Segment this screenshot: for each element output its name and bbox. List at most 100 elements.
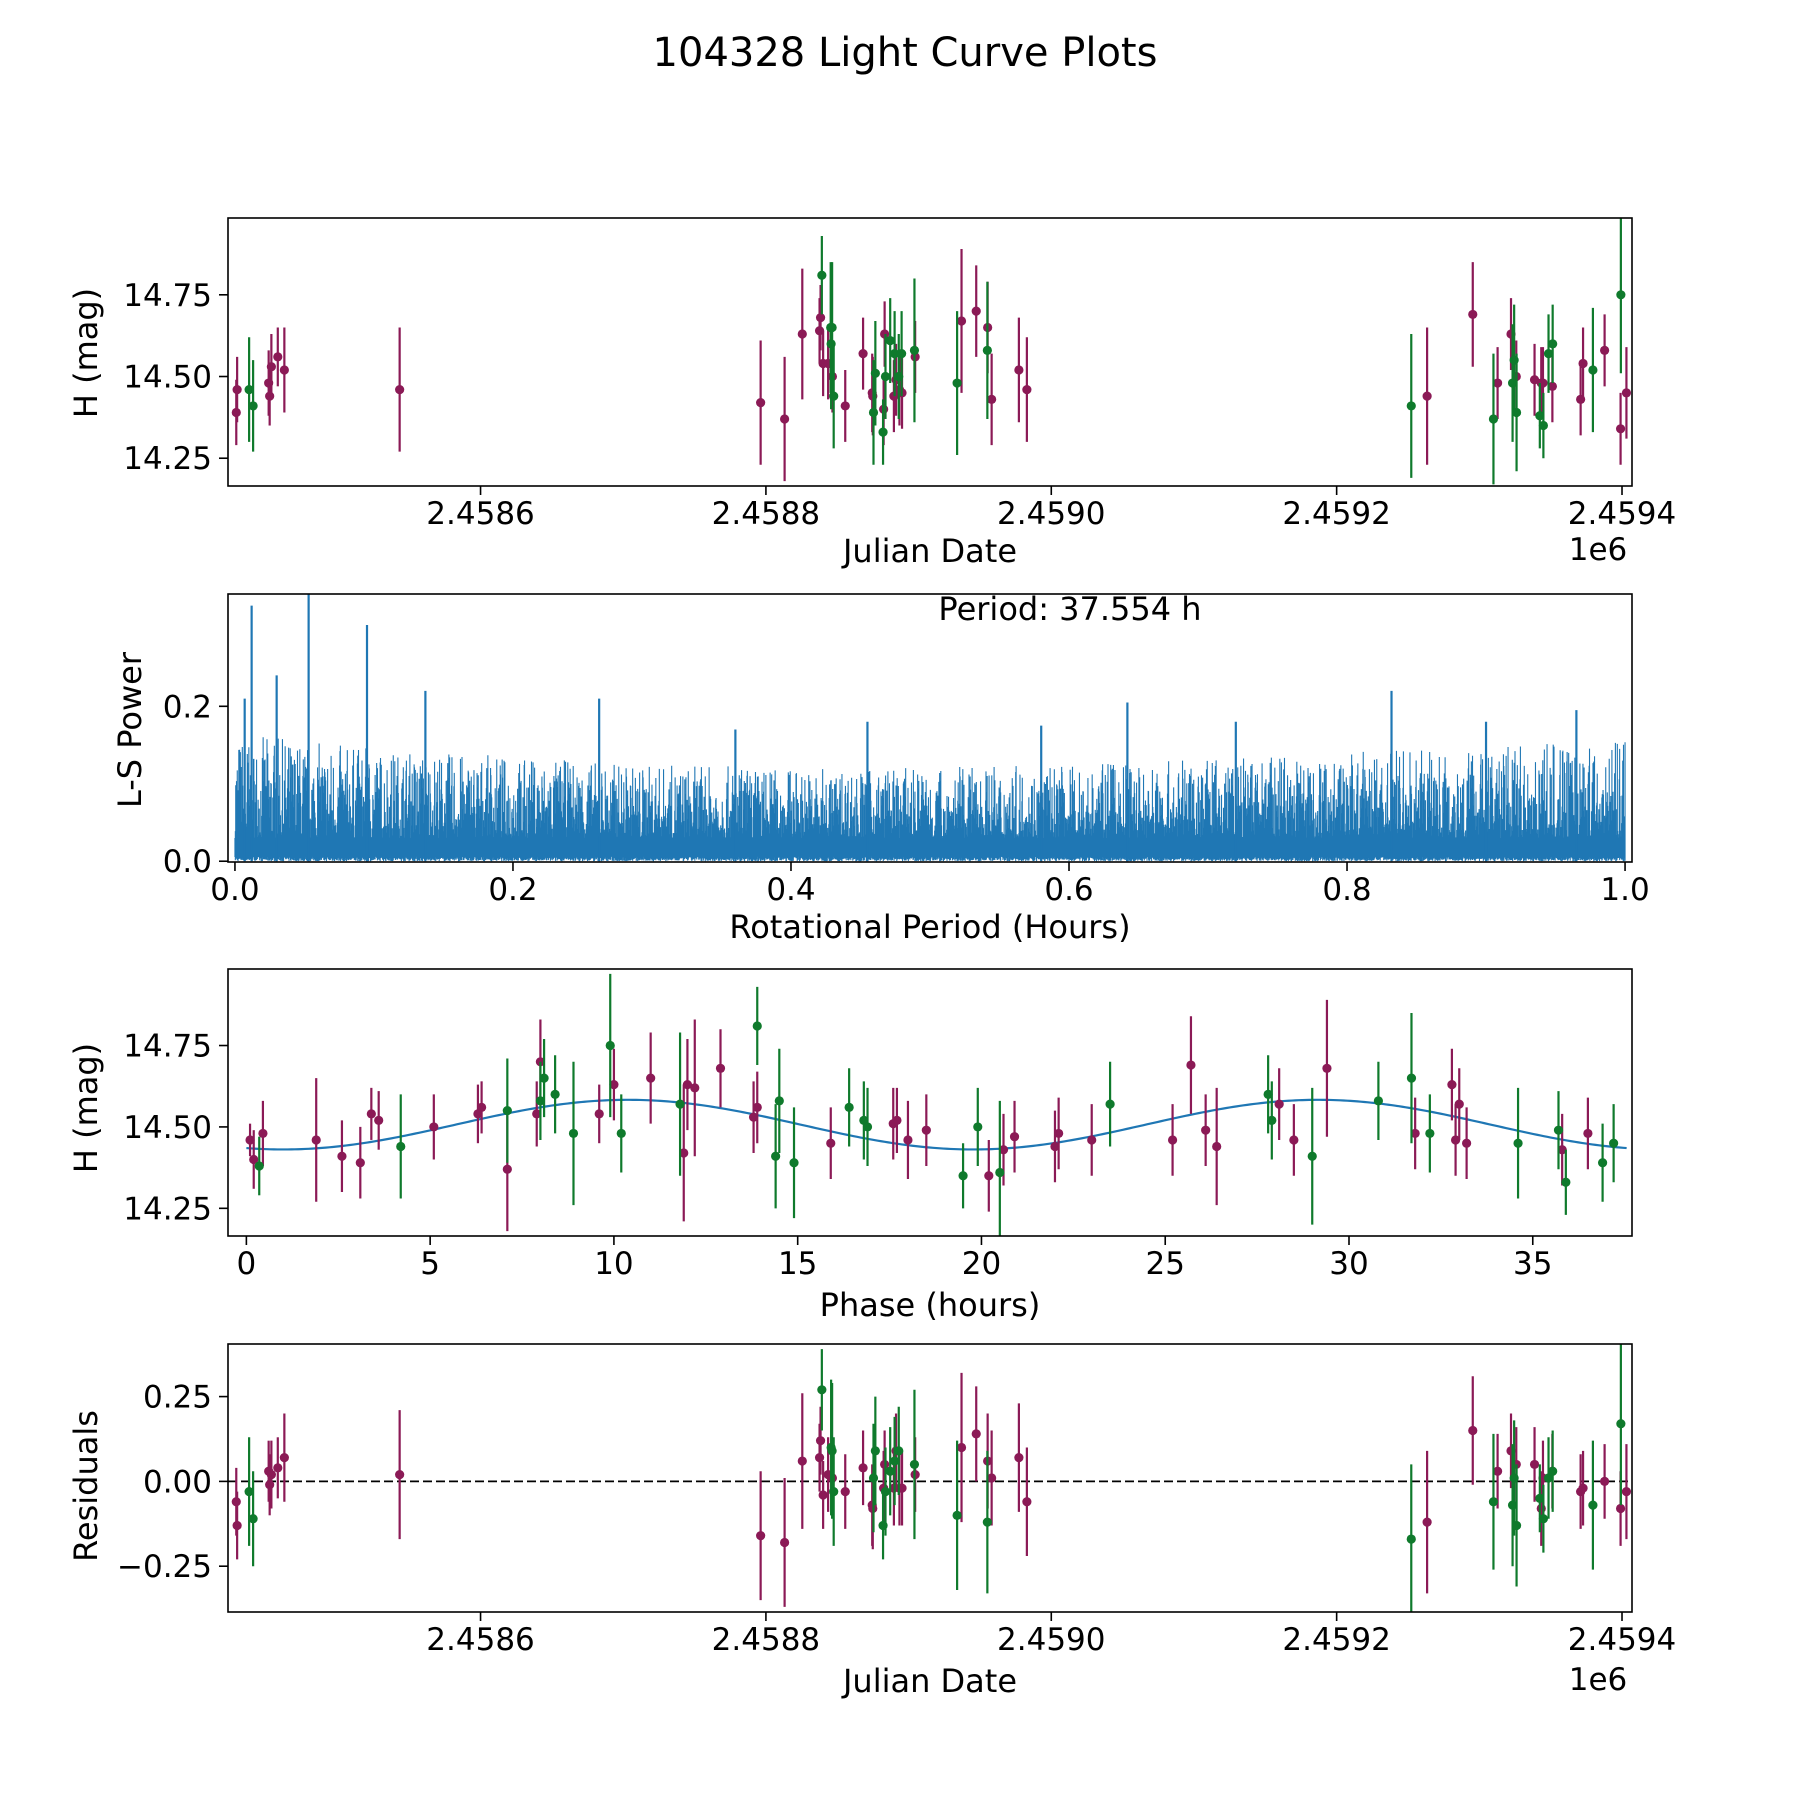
data-point: [752, 1102, 762, 1112]
data-point: [690, 1083, 700, 1093]
y-axis-label: Residuals: [67, 1410, 105, 1562]
data-point: [987, 1473, 997, 1483]
y-tick-label: 14.25: [123, 441, 212, 477]
plot-area: [228, 1344, 1632, 1612]
data-point: [258, 1128, 268, 1139]
data-point: [1009, 1132, 1020, 1142]
data-point: [1597, 1158, 1608, 1168]
data-point: [1186, 1060, 1196, 1070]
data-point: [1578, 358, 1588, 369]
data-point: [265, 1480, 275, 1490]
data-point: [971, 1429, 981, 1439]
data-point: [244, 1486, 254, 1497]
data-point: [1529, 1459, 1540, 1470]
x-axis-label: Julian Date: [841, 1662, 1017, 1700]
data-point: [1212, 1141, 1222, 1152]
data-point: [844, 1102, 854, 1112]
y-axis-label: H (mag): [67, 288, 105, 418]
data-point: [890, 349, 900, 359]
x-offset-label: 1e6: [1569, 532, 1628, 568]
data-point: [1447, 1079, 1457, 1090]
figure-title: 104328 Light Curve Plots: [653, 30, 1158, 76]
data-point: [232, 384, 242, 395]
data-point: [885, 335, 895, 346]
data-point: [909, 1459, 920, 1470]
data-point: [1406, 1073, 1417, 1083]
data-point: [829, 1486, 839, 1497]
data-point: [756, 1531, 766, 1541]
data-point: [568, 1128, 579, 1139]
data-point: [903, 1135, 913, 1145]
x-tick-label: 0.0: [210, 872, 259, 908]
data-point: [1588, 1500, 1598, 1510]
data-point: [1410, 1128, 1420, 1139]
data-point: [1621, 1486, 1632, 1497]
data-point: [958, 1171, 968, 1181]
data-point: [840, 401, 850, 411]
y-tick-label: 14.25: [123, 1191, 212, 1227]
data-point: [952, 378, 962, 388]
y-tick-label: 14.50: [123, 1110, 212, 1146]
data-point: [1588, 365, 1598, 375]
data-point: [1600, 1476, 1610, 1486]
x-tick-label: 30: [1329, 1246, 1368, 1282]
data-point: [870, 368, 880, 378]
data-point: [956, 316, 967, 326]
data-point: [266, 1470, 276, 1480]
x-offset-label: 1e6: [1569, 1662, 1628, 1698]
x-axis-label: Julian Date: [841, 532, 1017, 570]
data-point: [248, 401, 258, 411]
x-tick-label: 2.4586: [426, 496, 534, 532]
data-point: [594, 1109, 604, 1119]
data-point: [878, 427, 888, 437]
data-point: [715, 1063, 726, 1073]
data-point: [245, 1135, 255, 1145]
data-point: [1609, 1138, 1619, 1148]
data-point: [396, 1141, 406, 1152]
data-point: [1535, 1493, 1545, 1503]
y-tick-label: 14.50: [123, 360, 212, 396]
data-point: [880, 1486, 891, 1497]
data-point: [1406, 401, 1416, 411]
data-point: [395, 1470, 405, 1480]
data-point: [982, 1517, 992, 1527]
data-point: [748, 1112, 759, 1122]
model-fit-curve: [246, 1098, 1627, 1151]
period-annotation: Period: 37.554 h: [938, 590, 1201, 628]
x-tick-label: 10: [594, 1246, 633, 1282]
data-point: [502, 1164, 512, 1174]
data-point: [279, 365, 289, 375]
y-tick-label: 0.00: [143, 1464, 212, 1500]
data-point: [1511, 407, 1522, 418]
x-tick-label: 2.4588: [712, 496, 820, 532]
data-point: [616, 1128, 626, 1139]
data-point: [532, 1109, 542, 1119]
data-point: [1492, 1466, 1503, 1476]
data-point: [862, 1122, 873, 1132]
data-point: [550, 1089, 560, 1099]
data-point: [1548, 1466, 1558, 1476]
data-point: [273, 1463, 283, 1473]
x-tick-label: 0.8: [1322, 872, 1371, 908]
data-point: [840, 1486, 850, 1497]
data-point: [254, 1161, 264, 1171]
data-point: [897, 349, 907, 359]
data-point: [789, 1158, 799, 1168]
data-point: [1468, 309, 1478, 320]
data-point: [1022, 384, 1032, 395]
x-tick-label: 20: [962, 1246, 1001, 1282]
plot-area: [234, 594, 1626, 862]
data-point: [894, 1446, 904, 1456]
data-point: [539, 1073, 549, 1083]
panel-phased-light-curve: H (mag) Phase (hours) 0 5 10 15 20 25 30 35 14.2…: [67, 968, 1633, 1324]
data-point: [1615, 424, 1626, 434]
data-point: [1583, 1128, 1593, 1139]
y-tick-label: 14.75: [123, 278, 212, 314]
data-point: [1422, 391, 1432, 401]
data-point: [829, 391, 839, 401]
data-point: [952, 1510, 962, 1520]
data-point: [1167, 1135, 1178, 1145]
data-point: [1543, 1473, 1554, 1483]
data-point: [1538, 420, 1548, 431]
plot-area: [245, 973, 1627, 1236]
